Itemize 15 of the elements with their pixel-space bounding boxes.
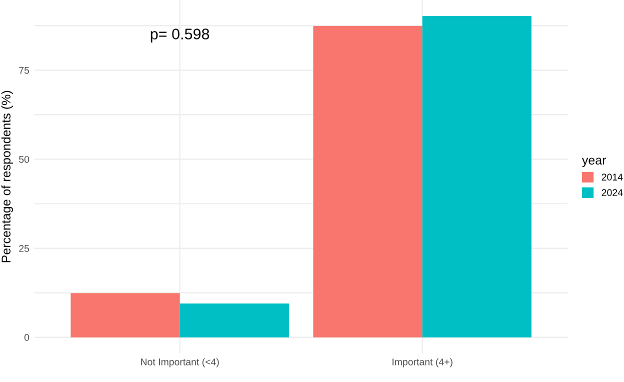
annotation: p= 0.598: [150, 28, 210, 42]
y-tick-label: 25: [19, 245, 30, 252]
bar: [313, 26, 422, 338]
legend-label: 2014: [602, 174, 623, 181]
legend-label: 2024: [602, 189, 623, 196]
y-tick-label: 50: [19, 156, 30, 163]
x-tick-label: Not Important (<4): [141, 358, 219, 368]
bar: [180, 303, 289, 338]
bar: [70, 293, 180, 338]
y-axis-title: Percentage of respondents (%): [1, 90, 13, 262]
y-tick-label: 0: [24, 334, 30, 341]
x-tick-label: Important (4+): [392, 358, 452, 368]
legend-title: year: [582, 158, 606, 168]
y-tick-label: 75: [19, 67, 30, 74]
bar: [422, 16, 532, 338]
